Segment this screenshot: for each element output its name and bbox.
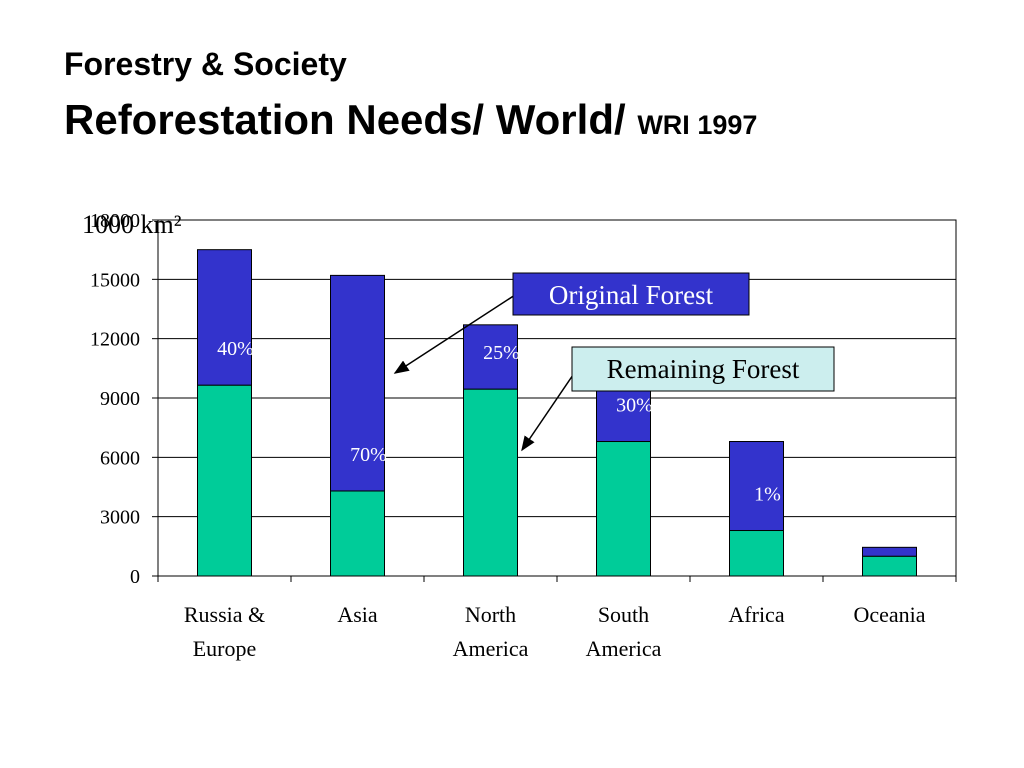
bar-label: 30% [616,395,653,417]
y-tick-label: 9000 [100,388,140,410]
callout-box [512,272,750,316]
bar-segment [463,388,518,577]
bar-label: 1% [754,484,781,506]
y-axis-label: 1000 km² [82,210,182,239]
arrow [521,371,576,452]
callout-label: Original Forest [549,280,714,310]
x-tick-label: North America [452,602,529,661]
bar-label: 70% [350,444,387,466]
y-tick-label: 15000 [90,269,140,291]
bar-segment [197,384,252,577]
y-tick-label: 0 [130,566,140,588]
bar-segment [596,441,651,577]
x-tick-label: Russia & Europe [183,602,266,661]
bar-segment [330,490,385,577]
subtitle-line: Reforestation Needs/ World/ WRI 1997 [64,96,757,144]
bar-segment [729,441,784,532]
callout-label: Remaining Forest [607,354,800,384]
y-tick-label: 18000 [90,210,140,232]
title: Forestry & Society [64,46,347,82]
bar-segment [729,530,784,577]
bar-segment [862,546,917,557]
x-tick-label: Africa [728,602,785,627]
bar-segment [596,383,651,443]
bar-segment [197,249,252,386]
y-tick-label: 3000 [100,507,140,529]
bar-segment [330,274,385,492]
bar-label: 25% [483,342,520,364]
bar-segment [463,324,518,390]
x-tick-label: Oceania [853,602,926,627]
bar-segment [862,555,917,577]
y-tick-label: 12000 [90,329,140,351]
callout-box [571,346,835,392]
subtitle: Reforestation Needs/ World/ [64,96,626,143]
x-tick-label: South America [585,602,662,661]
source: WRI 1997 [637,110,758,140]
bar-label: 40% [217,338,254,360]
y-tick-label: 6000 [100,447,140,469]
x-tick-label: Asia [337,602,378,627]
arrow [393,294,516,374]
